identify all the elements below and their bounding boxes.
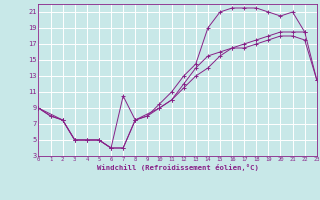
X-axis label: Windchill (Refroidissement éolien,°C): Windchill (Refroidissement éolien,°C) — [97, 164, 259, 171]
